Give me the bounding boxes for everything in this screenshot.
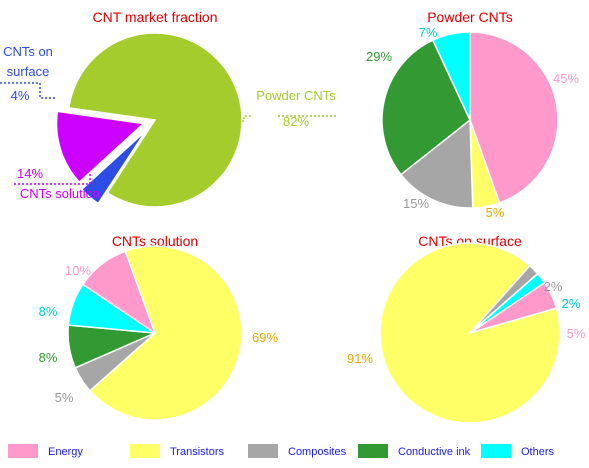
chart-2-slice-0 [88,245,243,421]
chart-2-slice-1-value: 5% [55,390,74,405]
legend-label-4: Others [521,446,555,458]
chart-3-slice-3-value: 2% [562,296,581,311]
chart-1-slice-1-value: 5% [486,205,505,220]
legend-label-0: Energy [48,446,83,458]
chart-2-slice-4-value: 10% [65,263,91,278]
chart-2-title: CNTs solution [112,233,198,249]
chart-0-surface-leader [0,82,56,99]
chart-1-slice-0-value: 45% [553,71,579,86]
legend-swatch-1 [130,444,160,458]
chart-0-surface-label-line1: CNTs on [3,44,53,59]
chart-1-slice-0 [469,31,559,204]
chart-0-slice-2 [55,110,146,184]
chart-2-slice-4 [81,250,157,335]
chart-1-title: Powder CNTs [427,9,513,25]
chart-3-slice-1-value: 91% [347,351,373,366]
legend-swatch-3 [358,444,388,458]
chart-3-title: CNTs on surface [418,233,522,249]
legend-label-1: Transistors [170,446,224,458]
legend-label-2: Composites [288,446,347,458]
chart-0-surface-label-line2: surface [7,64,50,79]
chart-0-powder-leader [238,115,252,122]
chart-0-slice-0 [68,32,243,208]
chart-0-slice-0-value: 82% [283,114,309,129]
legend-swatch-2 [248,444,278,458]
chart-1-slice-2 [399,118,474,209]
chart-0-slice-2-value: 14% [17,166,43,181]
chart-3-slice-2-value: 2% [544,279,563,294]
chart-0-surface-label: CNTs on surface [3,44,53,79]
chart-0-slice-1 [80,130,147,205]
legend-swatch-4 [481,444,511,458]
legend-swatch-0 [8,444,38,458]
chart-0-solution-label: CNTs solution [20,186,100,201]
chart-1-slice-4 [431,31,471,121]
chart-1-slice-4-value: 7% [419,25,438,40]
chart-2-slice-0-value: 69% [252,330,278,345]
chart-0-solution-leader [14,172,91,185]
chart-0-slice-1-value: 4% [11,88,30,103]
chart-1-slice-2-value: 15% [403,196,429,211]
chart-2-slice-3-value: 8% [39,304,58,319]
legend-label-3: Conductive ink [398,446,471,458]
chart-0-powder-label: Powder CNTs [256,88,336,103]
chart-3-slice-0-value: 5% [567,326,586,341]
chart-2-slice-2-value: 8% [39,350,58,365]
chart-0-title: CNT market fraction [93,9,218,25]
chart-1-slice-3-value: 29% [366,49,392,64]
chart-3-slice-3 [469,272,546,334]
